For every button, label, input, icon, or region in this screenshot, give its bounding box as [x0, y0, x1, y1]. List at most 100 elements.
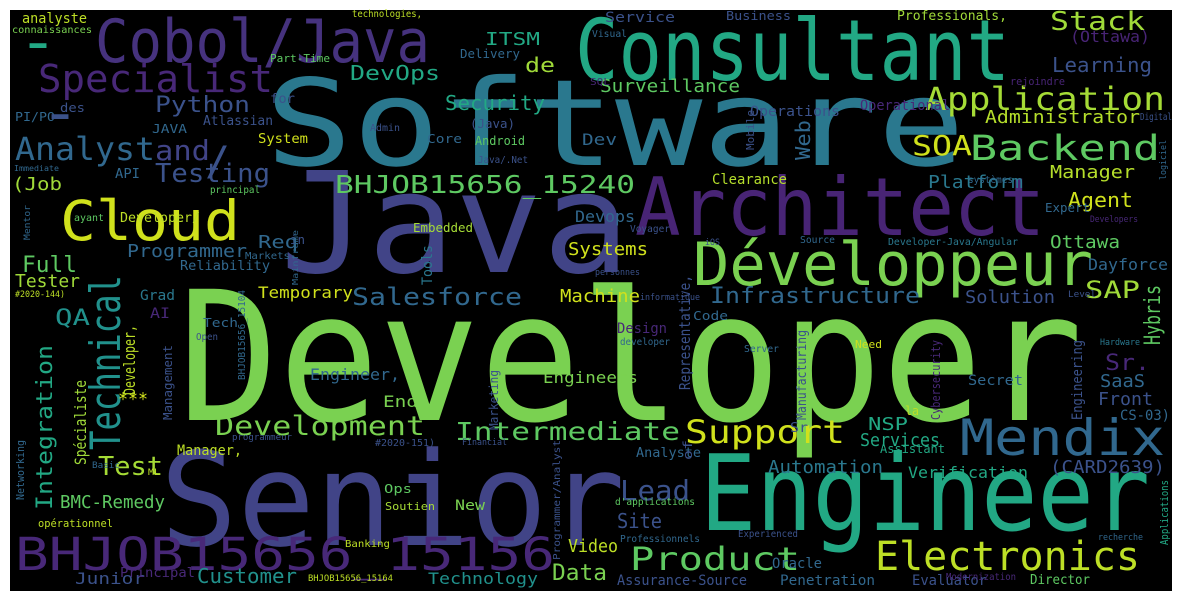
word: Analyste	[636, 446, 701, 461]
word: in	[290, 233, 305, 247]
word: BMC-Remedy	[60, 492, 165, 513]
word: Principal	[120, 566, 195, 581]
word: Secret	[968, 373, 1023, 389]
word: End	[383, 392, 418, 411]
word: (Job	[12, 174, 62, 195]
background	[10, 10, 1172, 591]
word: Security	[445, 91, 545, 115]
word: Web	[791, 120, 815, 160]
word: Core	[427, 132, 462, 146]
word: Engineering	[1070, 340, 1086, 420]
word: Need	[855, 338, 882, 351]
word: Voyager	[630, 224, 670, 235]
word: Infrastructure	[710, 284, 920, 309]
word: Professionnels	[620, 534, 700, 545]
word: (Ottawa)	[1070, 27, 1150, 46]
word: Développeur	[693, 230, 1093, 300]
word: New	[455, 498, 486, 514]
word: Sr.	[1105, 351, 1150, 376]
word: SaaS	[1100, 371, 1145, 392]
word: la	[905, 404, 919, 418]
word: QA	[55, 306, 90, 331]
word: Electronics	[875, 534, 1140, 580]
word: Part-Time	[270, 52, 330, 65]
word: Sr	[790, 421, 808, 436]
word: Support	[685, 413, 845, 451]
word: SAP	[1085, 276, 1140, 304]
word: analyste	[22, 11, 87, 27]
word: Professionals,	[897, 9, 1007, 24]
word: Analyst	[15, 130, 155, 168]
word: System	[258, 132, 308, 147]
word: Oracle	[772, 556, 822, 572]
word: Stack	[1050, 7, 1145, 37]
word: Test	[98, 452, 163, 482]
word: Senior	[160, 424, 625, 576]
word: Agent	[1068, 188, 1133, 212]
word: Verification	[908, 463, 1028, 482]
word: Operational	[860, 98, 950, 114]
word: Application	[925, 80, 1165, 118]
word: Technology	[428, 569, 538, 588]
word: Financial	[462, 438, 507, 448]
word: Machine	[560, 286, 640, 307]
word: Developer/	[120, 211, 200, 226]
word: Engineer,	[310, 365, 400, 384]
word: Tools	[420, 245, 436, 285]
word: SQL	[590, 77, 610, 88]
word: Atlassian	[203, 114, 273, 129]
word: iOS	[705, 238, 720, 248]
word: Programmer	[127, 241, 247, 262]
word: Immediate	[14, 164, 59, 173]
word: Java	[280, 143, 630, 306]
word: Customer	[197, 564, 297, 588]
word: Management	[161, 345, 175, 420]
word: Hybris	[1141, 285, 1166, 345]
word: NSP	[868, 414, 908, 435]
word: des	[60, 101, 85, 115]
word: Design	[617, 321, 667, 337]
word: Front	[1098, 389, 1153, 410]
word: Services	[860, 430, 940, 451]
word: Dayforce	[1088, 255, 1168, 274]
word: Technical	[81, 275, 130, 450]
word: Spécialiste	[71, 380, 90, 465]
word: Solution	[965, 287, 1055, 308]
word: Android	[475, 134, 525, 148]
word: Architect	[635, 161, 1045, 254]
word: Visual	[592, 29, 627, 40]
word: Developer	[178, 254, 1083, 463]
word: Business	[726, 9, 791, 23]
word: Ops	[384, 482, 412, 496]
word: Specialist	[38, 57, 273, 101]
word: SOA	[912, 129, 972, 162]
word: Learning	[1052, 53, 1152, 77]
word: Cybersecurity	[929, 340, 943, 420]
word: Lead	[620, 474, 690, 507]
word: Open	[196, 332, 218, 343]
word: principal	[210, 185, 260, 196]
word: Grad	[140, 288, 175, 304]
word: Applications	[1158, 480, 1171, 545]
word: Surveillance	[600, 76, 740, 97]
word: recherche	[1098, 533, 1143, 543]
word: BHJOB15656_15156	[15, 528, 555, 581]
word: Engineers	[543, 368, 638, 387]
word: Tech	[203, 316, 238, 330]
word: Salesforce	[352, 283, 522, 311]
word: Junior	[75, 569, 145, 588]
word: Data	[552, 561, 607, 586]
word: ayant	[74, 213, 104, 224]
word: Programmer/Analyst	[552, 440, 563, 560]
word: (CARD2639)	[1050, 457, 1165, 478]
word: Cloud	[60, 189, 240, 253]
word: Clearance	[712, 172, 787, 188]
word: BHJOB15656_15240	[335, 170, 635, 199]
word: Systems	[568, 239, 648, 260]
word: ML	[148, 468, 160, 478]
word: Python	[155, 93, 250, 118]
word: Consultant	[575, 2, 1010, 101]
word: API	[115, 167, 140, 182]
word: /	[205, 139, 230, 185]
